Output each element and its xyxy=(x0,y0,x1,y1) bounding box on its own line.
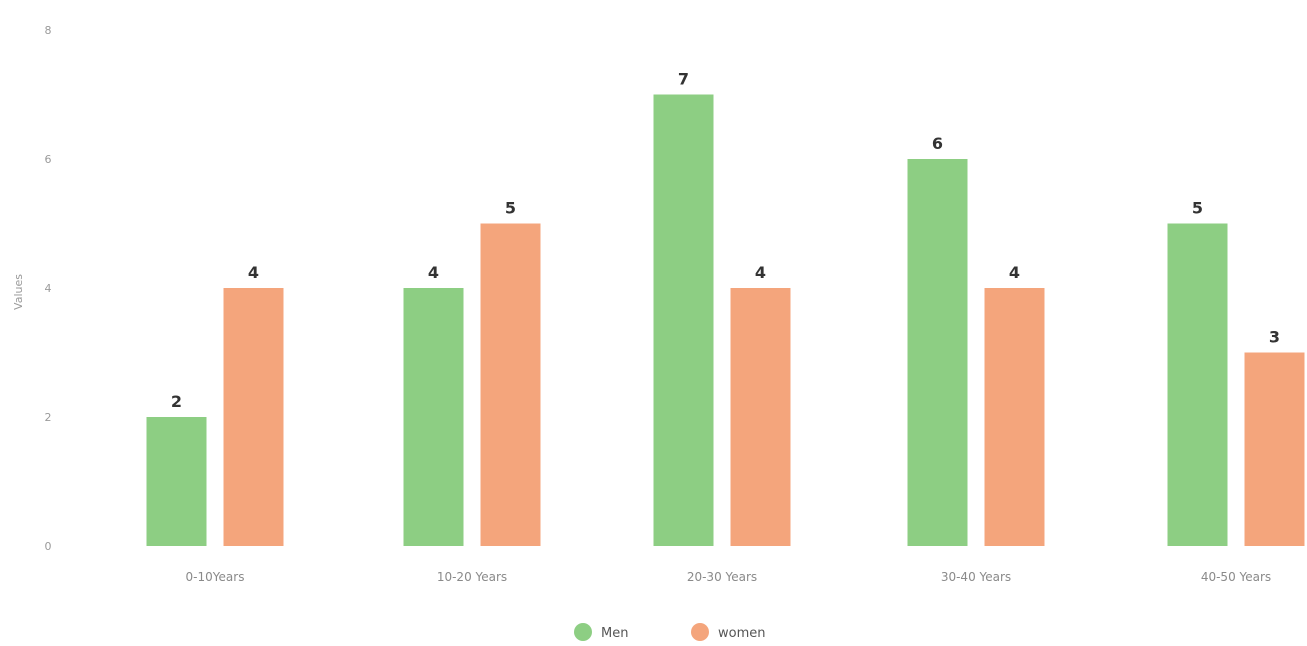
y-tick-label: 4 xyxy=(45,282,52,295)
data-label: 5 xyxy=(1192,199,1203,218)
y-tick-label: 8 xyxy=(45,24,52,37)
x-tick-label: 20-30 Years xyxy=(687,570,757,584)
bar-men-3 xyxy=(653,94,714,546)
data-label: 7 xyxy=(678,70,689,89)
bars xyxy=(146,94,1305,546)
legend-item-women[interactable]: women xyxy=(691,623,766,641)
y-tick-label: 6 xyxy=(45,153,52,166)
bar-men-2 xyxy=(403,288,464,546)
y-axis-title-group: Values xyxy=(12,274,25,310)
legend-swatch xyxy=(691,623,709,641)
bar-women-5 xyxy=(1244,352,1305,546)
bar-men-4 xyxy=(907,159,968,546)
y-axis-title: Values xyxy=(12,274,25,310)
x-tick-label: 40-50 Years xyxy=(1201,570,1271,584)
y-tick-label: 0 xyxy=(45,540,52,553)
legend-swatch xyxy=(574,623,592,641)
data-label: 4 xyxy=(1009,263,1020,282)
bar-women-1 xyxy=(223,288,284,546)
bar-women-2 xyxy=(480,223,541,546)
data-label: 6 xyxy=(932,134,943,153)
legend-label: Men xyxy=(601,626,628,641)
legend-item-men[interactable]: Men xyxy=(574,623,628,641)
data-label: 4 xyxy=(248,263,259,282)
data-label: 4 xyxy=(755,263,766,282)
bar-men-5 xyxy=(1167,223,1228,546)
bar-men-1 xyxy=(146,417,207,546)
data-label: 2 xyxy=(171,392,182,411)
legend-label: women xyxy=(718,626,766,641)
x-axis-labels: 0-10Years 10-20 Years 20-30 Years 30-40 Yea… xyxy=(186,570,1272,584)
bar-women-3 xyxy=(730,288,791,546)
x-tick-label: 30-40 Years xyxy=(941,570,1011,584)
y-axis-ticks: 0 2 4 6 8 xyxy=(45,24,52,553)
bar-women-4 xyxy=(984,288,1045,546)
x-tick-label: 0-10Years xyxy=(186,570,245,584)
data-labels: 2 4 4 5 7 4 6 4 5 3 xyxy=(171,70,1280,412)
legend: Men women xyxy=(574,623,766,641)
x-tick-label: 10-20 Years xyxy=(437,570,507,584)
data-label: 5 xyxy=(505,199,516,218)
data-label: 4 xyxy=(428,263,439,282)
data-label: 3 xyxy=(1269,328,1280,347)
y-tick-label: 2 xyxy=(45,411,52,424)
